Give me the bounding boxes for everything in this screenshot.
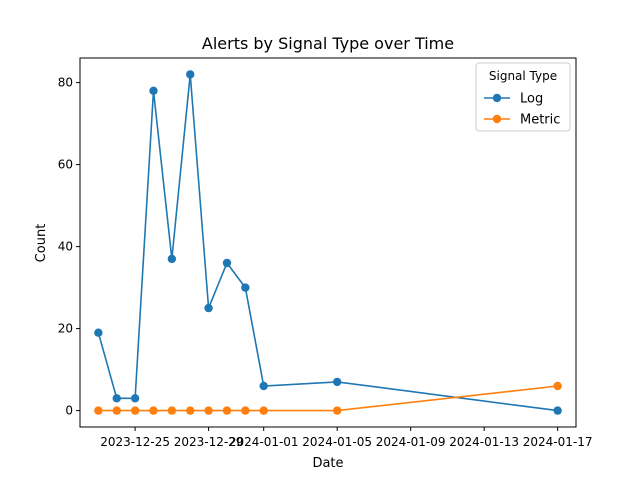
data-point-metric	[186, 406, 195, 415]
data-point-metric	[167, 406, 177, 415]
series-metric	[94, 381, 562, 415]
data-point-log	[553, 406, 562, 415]
data-point-metric	[94, 406, 103, 415]
legend-label: Metric	[520, 113, 560, 128]
data-point-log	[112, 394, 121, 403]
y-tick-label: 20	[58, 322, 73, 336]
y-axis-label: Count	[34, 224, 49, 263]
chart-title: Alerts by Signal Type over Time	[202, 34, 454, 53]
data-point-log	[130, 394, 140, 403]
x-tick-label: 2024-01-01	[229, 435, 299, 449]
data-point-metric	[204, 406, 213, 415]
data-point-log	[332, 377, 342, 387]
data-point-metric	[149, 406, 158, 415]
data-point-log	[94, 328, 103, 337]
y-axis: 0 20 40 60 80	[58, 76, 80, 418]
data-point-metric	[112, 406, 121, 415]
y-tick-label: 60	[58, 158, 73, 172]
plot-area	[94, 70, 562, 415]
x-tick-label: 2024-01-09	[376, 435, 446, 449]
data-point-log	[167, 254, 177, 264]
legend-marker	[492, 114, 502, 124]
data-point-metric	[222, 406, 232, 415]
data-point-metric	[241, 406, 250, 415]
legend-box	[475, 62, 571, 132]
x-tick-label: 2024-01-05	[302, 435, 372, 449]
data-point-log	[259, 381, 268, 391]
y-tick-label: 0	[65, 404, 73, 418]
series-log	[94, 70, 562, 415]
data-point-metric	[130, 406, 140, 415]
legend: Signal Type Log Metric	[475, 62, 571, 132]
legend-marker	[492, 93, 502, 103]
x-tick-label: 2024-01-17	[523, 435, 593, 449]
data-point-log	[222, 258, 232, 268]
data-point-metric	[259, 406, 268, 415]
legend-title: Signal Type	[489, 69, 557, 83]
data-point-log	[204, 303, 213, 313]
data-point-log	[186, 70, 195, 79]
data-point-metric	[332, 406, 342, 415]
y-tick-label: 40	[58, 240, 73, 254]
x-tick-label: 2024-01-13	[449, 435, 519, 449]
data-point-metric	[553, 381, 562, 391]
y-tick-label: 80	[58, 76, 73, 90]
data-point-log	[149, 86, 158, 96]
plot-frame	[79, 57, 577, 428]
legend-label: Log	[520, 92, 543, 107]
data-point-log	[241, 283, 250, 292]
x-tick-label: 2023-12-29	[174, 435, 244, 449]
x-tick-label: 2023-12-25	[100, 435, 170, 449]
x-axis-label: Date	[312, 456, 343, 471]
